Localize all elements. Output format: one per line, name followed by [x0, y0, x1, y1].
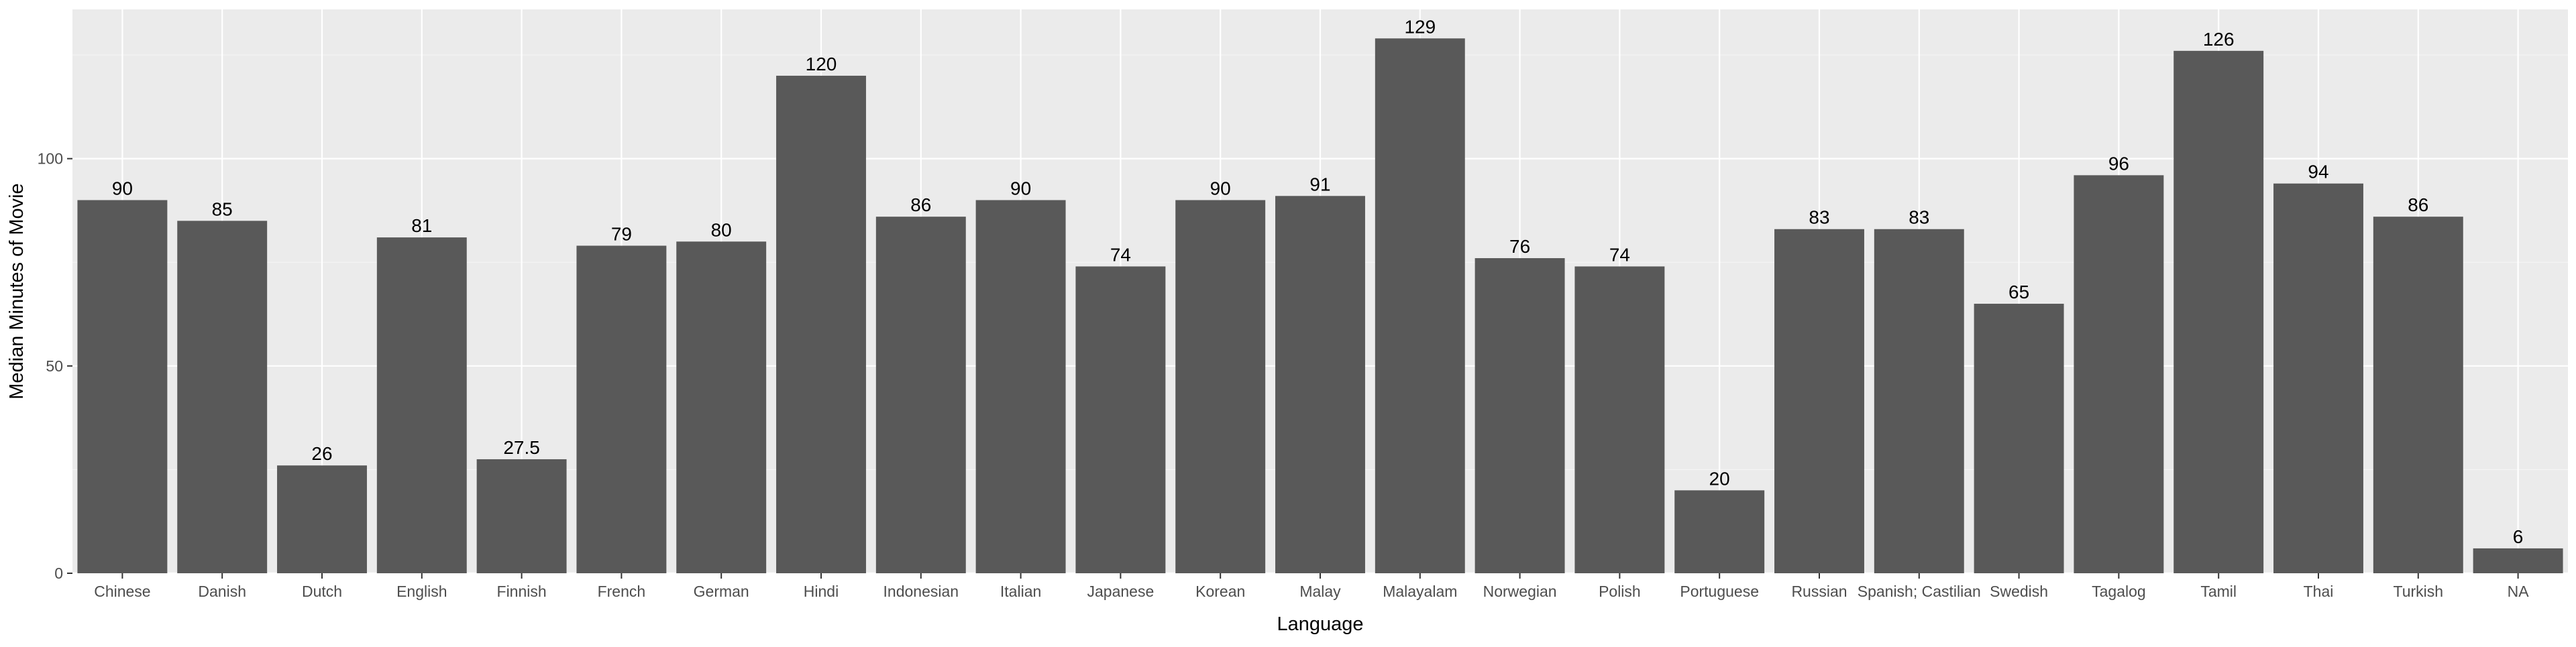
data-label: 6	[2513, 526, 2524, 547]
data-label: 90	[1010, 178, 1031, 198]
data-label: 86	[2408, 194, 2428, 215]
bar	[376, 237, 467, 573]
bar	[1175, 200, 1266, 573]
data-label: 74	[1110, 244, 1131, 265]
bar	[875, 217, 966, 573]
x-tick-label: Swedish	[1990, 583, 2048, 600]
bar	[2273, 183, 2363, 573]
y-tick-label: 50	[46, 357, 63, 375]
x-tick-label: Korean	[1195, 583, 1245, 600]
x-tick-label: English	[396, 583, 447, 600]
x-tick-label: German	[694, 583, 749, 600]
bar	[1874, 229, 1964, 573]
bar	[1974, 304, 2064, 573]
data-label: 27.5	[503, 437, 540, 458]
bar	[2074, 175, 2164, 574]
x-tick-label: Malayalam	[1383, 583, 1457, 600]
bar	[1574, 266, 1665, 573]
data-label: 81	[411, 215, 432, 236]
y-tick-label: 100	[38, 150, 63, 168]
bar	[1474, 258, 1565, 573]
bar	[1375, 38, 1465, 574]
bar	[776, 75, 866, 574]
y-tick-label: 0	[54, 565, 63, 582]
bar	[277, 465, 367, 573]
data-label: 90	[1210, 178, 1231, 198]
bar	[1275, 196, 1365, 573]
data-label: 80	[711, 219, 732, 240]
bars-group	[77, 38, 2563, 574]
bar	[576, 245, 667, 573]
x-tick-label: Finnish	[497, 583, 547, 600]
data-label: 91	[1309, 174, 1330, 194]
x-tick-label: Portuguese	[1680, 583, 1759, 600]
x-tick-label: French	[598, 583, 646, 600]
bar	[2473, 548, 2563, 573]
data-label: 120	[806, 54, 837, 74]
x-tick-label: Russian	[1791, 583, 1847, 600]
bar	[77, 200, 168, 573]
bar	[1674, 490, 1765, 573]
x-tick-label: Chinese	[94, 583, 150, 600]
bar	[476, 459, 567, 573]
data-label: 65	[2008, 282, 2029, 302]
x-axis-title: Language	[1277, 613, 1363, 635]
bar	[177, 221, 268, 573]
y-axis: 0 50 100	[38, 150, 72, 582]
x-tick-label: Polish	[1599, 583, 1641, 600]
x-tick-label: Tagalog	[2092, 583, 2146, 600]
x-tick-label: NA	[2508, 583, 2530, 600]
data-label: 129	[1404, 16, 1436, 37]
data-label: 94	[2308, 162, 2328, 182]
bar	[1075, 266, 1166, 573]
x-tick-label: Thai	[2304, 583, 2334, 600]
x-tick-label: Italian	[1000, 583, 1041, 600]
data-label: 83	[1809, 207, 1829, 228]
data-label: 90	[112, 178, 133, 198]
x-axis: Chinese Danish Dutch English Finnish French Ge…	[94, 573, 2529, 600]
data-label: 126	[2203, 29, 2235, 50]
x-tick-label: Japanese	[1087, 583, 1155, 600]
data-label: 83	[1909, 207, 1929, 228]
data-label: 86	[910, 194, 931, 215]
bar	[2174, 50, 2264, 573]
data-label: 76	[1509, 236, 1530, 257]
x-tick-label: Tamil	[2200, 583, 2237, 600]
bar	[2373, 217, 2463, 573]
bar	[676, 241, 767, 573]
x-tick-label: Dutch	[302, 583, 342, 600]
bar	[1774, 229, 1864, 573]
data-label: 74	[1609, 244, 1630, 265]
data-label: 79	[611, 223, 632, 244]
x-tick-label: Danish	[198, 583, 246, 600]
x-tick-label: Malay	[1299, 583, 1341, 600]
y-axis-title: Median Minutes of Movie	[6, 183, 28, 399]
x-tick-label: Norwegian	[1483, 583, 1557, 600]
data-label: 96	[2108, 153, 2129, 174]
data-label: 26	[311, 443, 332, 464]
data-label: 20	[1709, 468, 1730, 489]
x-tick-label: Indonesian	[883, 583, 959, 600]
bar	[975, 200, 1066, 573]
data-label: 85	[212, 198, 233, 219]
data-labels-group: 90 85 26 81 27.5 79 80 120 86 90 74 90 91 129 76 74 20 83…	[112, 16, 2524, 547]
x-tick-label: Turkish	[2394, 583, 2444, 600]
x-tick-label: Spanish; Castilian	[1858, 583, 1981, 600]
x-tick-label: Hindi	[804, 583, 839, 600]
